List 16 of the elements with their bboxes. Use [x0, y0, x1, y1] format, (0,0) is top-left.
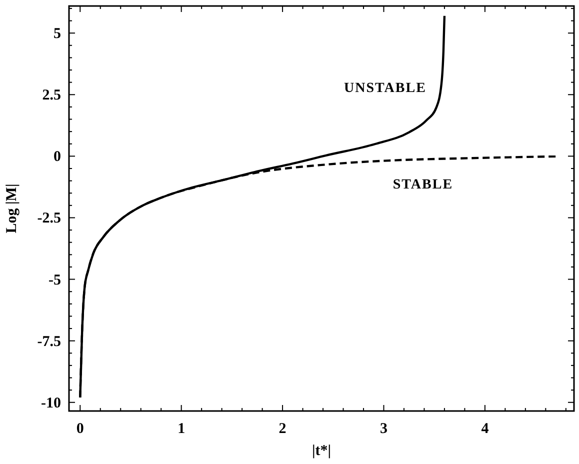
- series-label: STABLE: [392, 177, 454, 192]
- x-axis-title: |t*|: [312, 443, 332, 459]
- y-tick-label: 2.5: [42, 88, 61, 104]
- x-tick-label: 3: [380, 421, 388, 437]
- y-tick-label: -7.5: [37, 334, 61, 350]
- y-tick-label: 5: [54, 26, 61, 42]
- x-tick-label: 0: [76, 421, 84, 437]
- x-tick-label: 4: [481, 421, 490, 437]
- series-label: UNSTABLE: [344, 81, 426, 96]
- x-tick-label: 2: [278, 421, 286, 437]
- x-tick-label: 1: [178, 421, 186, 437]
- y-tick-label: -5: [48, 272, 61, 288]
- y-axis-title: Log |M|: [4, 184, 20, 234]
- y-tick-label: -10: [41, 395, 61, 412]
- y-tick-label: 0: [54, 149, 61, 166]
- y-tick-label: -2.5: [37, 210, 61, 227]
